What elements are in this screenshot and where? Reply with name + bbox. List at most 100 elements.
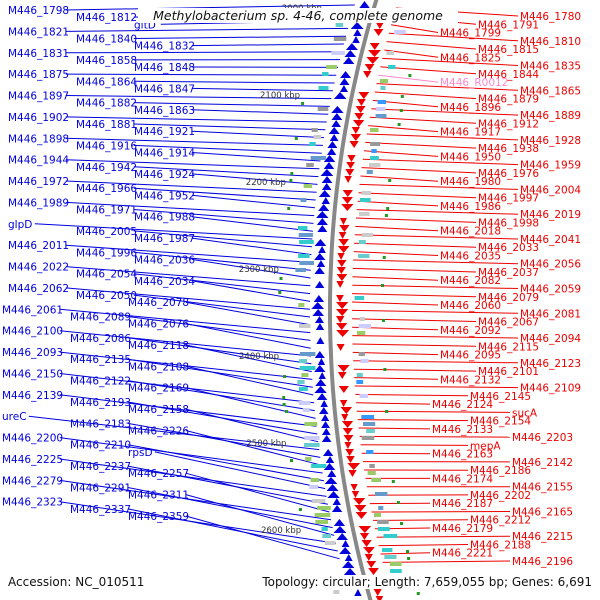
right-gene-label[interactable]: M446_1791 xyxy=(478,19,539,31)
left-gene-label[interactable]: rpsD xyxy=(128,447,153,459)
left-gene-label[interactable]: M446_2311 xyxy=(128,490,189,502)
left-gene-label[interactable]: M446_2076 xyxy=(128,319,189,331)
left-gene-label[interactable]: M446_1881 xyxy=(76,119,137,131)
right-gene-label[interactable]: M446_1815 xyxy=(478,44,539,56)
right-gene-label[interactable]: M446_1865 xyxy=(520,85,581,97)
left-gene-label[interactable]: M446_2359 xyxy=(128,511,189,523)
right-gene-label[interactable]: M446_2124 xyxy=(432,399,493,411)
right-gene-label[interactable]: M446_2179 xyxy=(432,523,493,535)
right-gene-label[interactable]: M446_1879 xyxy=(478,94,539,106)
left-gene-label[interactable]: M446_1831 xyxy=(8,48,69,60)
left-gene-label[interactable]: M446_1821 xyxy=(8,26,69,38)
left-gene-label[interactable]: M446_1812 xyxy=(76,12,137,24)
right-gene-label[interactable]: M446_2163 xyxy=(432,449,493,461)
right-gene-label[interactable]: M446_2221 xyxy=(432,548,493,560)
left-gene-label[interactable]: M446_2139 xyxy=(2,390,63,402)
left-gene-label[interactable]: M446_1988 xyxy=(134,212,195,224)
left-gene-label[interactable]: M446_2078 xyxy=(128,297,189,309)
right-gene-label[interactable]: M446_2212 xyxy=(470,515,531,527)
left-gene-label[interactable]: M446_2108 xyxy=(128,361,189,373)
left-gene-label[interactable]: M446_2193 xyxy=(70,397,131,409)
left-gene-label[interactable]: M446_2086 xyxy=(70,333,131,345)
left-gene-label[interactable]: M446_1952 xyxy=(134,190,195,202)
right-gene-label[interactable]: M446_1980 xyxy=(440,176,501,188)
right-gene-label[interactable]: M446_1844 xyxy=(478,69,539,81)
right-gene-label[interactable]: M446_2082 xyxy=(440,275,501,287)
left-gene-label[interactable]: M446_2183 xyxy=(70,418,131,430)
left-gene-label[interactable]: M446_2158 xyxy=(128,404,189,416)
right-gene-label[interactable]: M446_1938 xyxy=(478,143,539,155)
right-gene-label[interactable]: M446_2018 xyxy=(440,226,501,238)
left-gene-label[interactable]: M446_1875 xyxy=(8,69,69,81)
left-gene-label[interactable]: M446_2100 xyxy=(2,326,63,338)
right-gene-label[interactable]: M446_1928 xyxy=(520,135,581,147)
right-gene-label[interactable]: M446_1799 xyxy=(440,28,501,40)
right-gene-label[interactable]: M446_1896 xyxy=(440,102,501,114)
left-gene-label[interactable]: M446_1864 xyxy=(76,76,137,88)
right-gene-label[interactable]: M446_2095 xyxy=(440,350,501,362)
left-gene-label[interactable]: M446_1989 xyxy=(8,197,69,209)
right-gene-label[interactable]: M446_2037 xyxy=(478,267,539,279)
left-gene-label[interactable]: M446_2093 xyxy=(2,347,63,359)
right-gene-label[interactable]: M446_1998 xyxy=(478,217,539,229)
right-gene-label[interactable]: M446_1950 xyxy=(440,151,501,163)
right-gene-label[interactable]: M446_2154 xyxy=(470,416,531,428)
left-gene-label[interactable]: M446_1902 xyxy=(8,112,69,124)
right-gene-label[interactable]: M446_2033 xyxy=(478,242,539,254)
right-gene-label[interactable]: M446_2174 xyxy=(432,473,493,485)
left-gene-label[interactable]: M446_2225 xyxy=(2,454,63,466)
left-gene-label[interactable]: M446_1944 xyxy=(8,155,69,167)
left-gene-label[interactable]: M446_1882 xyxy=(76,98,137,110)
right-gene-label[interactable]: M446_2196 xyxy=(512,556,573,568)
left-gene-label[interactable]: M446_1847 xyxy=(134,83,195,95)
right-gene-label[interactable]: M446_2101 xyxy=(478,366,539,378)
right-gene-label[interactable]: M446_2115 xyxy=(478,341,539,353)
right-gene-label[interactable]: M446_2109 xyxy=(520,383,581,395)
left-gene-label[interactable]: M446_1898 xyxy=(8,133,69,145)
left-gene-label[interactable]: M446_2118 xyxy=(128,340,189,352)
left-gene-label[interactable]: M446_1863 xyxy=(134,105,195,117)
right-gene-label[interactable]: M446_2041 xyxy=(520,234,581,246)
left-gene-label[interactable]: M446_2135 xyxy=(70,354,131,366)
right-gene-label[interactable]: M446_1835 xyxy=(520,61,581,73)
left-gene-label[interactable]: M446_2337 xyxy=(70,504,131,516)
right-gene-label[interactable]: M446_2132 xyxy=(440,374,501,386)
right-gene-label[interactable]: M446_2092 xyxy=(440,325,501,337)
right-gene-label[interactable]: M446_2203 xyxy=(512,432,573,444)
left-gene-label[interactable]: M446_1848 xyxy=(134,62,195,74)
left-gene-label[interactable]: M446_2291 xyxy=(70,482,131,494)
left-gene-label[interactable]: M446_1840 xyxy=(76,34,137,46)
left-gene-label[interactable]: glpD xyxy=(8,219,32,231)
right-gene-label[interactable]: M446_2081 xyxy=(520,308,581,320)
left-gene-label[interactable]: M446_1798 xyxy=(8,5,69,17)
right-gene-label[interactable]: M446_2060 xyxy=(440,300,501,312)
right-gene-label[interactable]: M446_2165 xyxy=(512,506,573,518)
left-gene-label[interactable]: M446_2279 xyxy=(2,475,63,487)
right-gene-label[interactable]: M446_2145 xyxy=(470,391,531,403)
left-gene-label[interactable]: M446_2062 xyxy=(8,283,69,295)
right-gene-label[interactable]: M446_1889 xyxy=(520,110,581,122)
right-gene-label[interactable]: M446_1810 xyxy=(520,36,581,48)
left-gene-label[interactable]: M446_2226 xyxy=(128,425,189,437)
left-gene-label[interactable]: M446_2122 xyxy=(70,376,131,388)
left-gene-label[interactable]: M446_2089 xyxy=(70,311,131,323)
left-gene-label[interactable]: M446_1987 xyxy=(134,233,195,245)
right-gene-label[interactable]: M446_2067 xyxy=(478,317,539,329)
right-gene-label[interactable]: M446_2188 xyxy=(470,539,531,551)
right-gene-label[interactable]: M446_1825 xyxy=(440,52,501,64)
left-gene-label[interactable]: M446_1971 xyxy=(76,205,137,217)
right-gene-label[interactable]: M446_2035 xyxy=(440,250,501,262)
left-gene-label[interactable]: M446_1996 xyxy=(76,247,137,259)
left-gene-label[interactable]: M446_2237 xyxy=(70,461,131,473)
left-gene-label[interactable]: M446_1972 xyxy=(8,176,69,188)
left-gene-label[interactable]: M446_2050 xyxy=(76,290,137,302)
left-gene-label[interactable]: M446_2150 xyxy=(2,368,63,380)
left-gene-label[interactable]: ureC xyxy=(2,411,27,423)
right-gene-label[interactable]: mepA xyxy=(470,440,501,452)
left-gene-label[interactable]: M446_2210 xyxy=(70,440,131,452)
left-gene-label[interactable]: M446_2011 xyxy=(8,240,69,252)
left-gene-label[interactable]: M446_1832 xyxy=(134,41,195,53)
left-gene-label[interactable]: M446_2169 xyxy=(128,383,189,395)
right-gene-label[interactable]: M446_1976 xyxy=(478,168,539,180)
left-gene-label[interactable]: M446_1942 xyxy=(76,162,137,174)
